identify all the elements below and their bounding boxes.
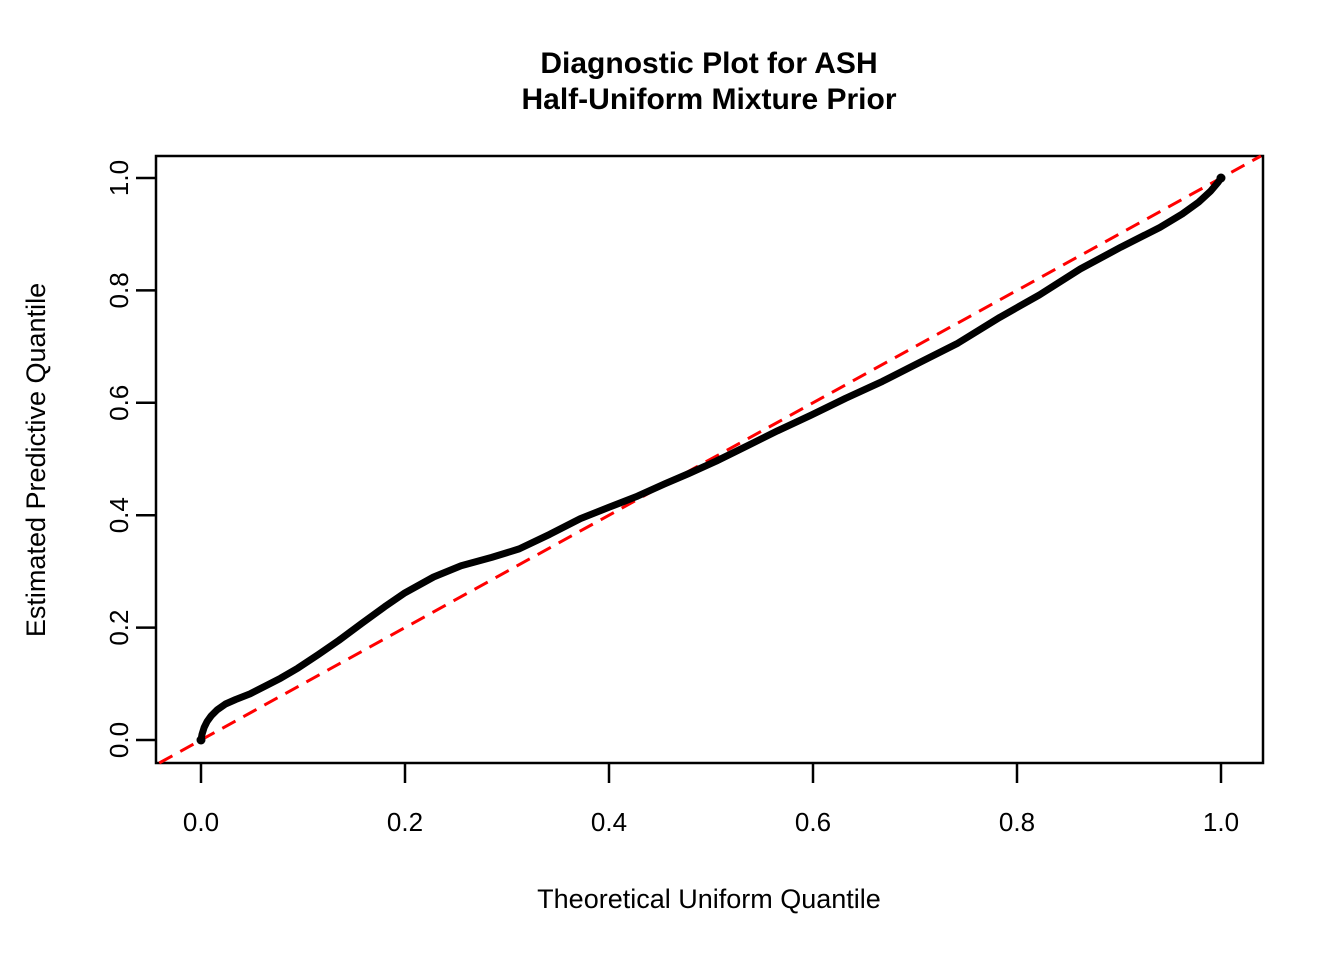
y-tick-label: 0.0 (104, 722, 134, 758)
identity-reference-line (158, 154, 1262, 765)
x-axis-label: Theoretical Uniform Quantile (537, 884, 881, 914)
plot-title-line-2: Half-Uniform Mixture Prior (521, 83, 896, 116)
y-tick-label: 0.2 (104, 610, 134, 646)
y-tick-label: 0.8 (104, 272, 134, 308)
plot-title-line-1: Diagnostic Plot for ASH (540, 47, 877, 80)
qq-curve-start-point (196, 735, 206, 745)
plot-title: Diagnostic Plot for ASH Half-Uniform Mix… (521, 47, 896, 116)
y-tick-label: 1.0 (104, 160, 134, 196)
x-tick-label: 0.2 (387, 807, 423, 837)
x-tick-label: 0.0 (183, 807, 219, 837)
y-tick-label: 0.6 (104, 385, 134, 421)
x-axis: 0.0 0.2 0.4 0.6 0.8 1.0 (183, 763, 1239, 837)
y-axis: 0.0 0.2 0.4 0.6 0.8 1.0 (104, 160, 156, 758)
qq-curve-end-point (1216, 173, 1226, 183)
y-tick-label: 0.4 (104, 497, 134, 533)
y-axis-label: Estimated Predictive Quantile (21, 283, 51, 637)
x-tick-label: 0.8 (999, 807, 1035, 837)
x-tick-label: 0.4 (591, 807, 627, 837)
x-tick-label: 1.0 (1203, 807, 1239, 837)
plot-box (154, 154, 1265, 765)
qq-curve (197, 174, 1225, 744)
x-tick-label: 0.6 (795, 807, 831, 837)
